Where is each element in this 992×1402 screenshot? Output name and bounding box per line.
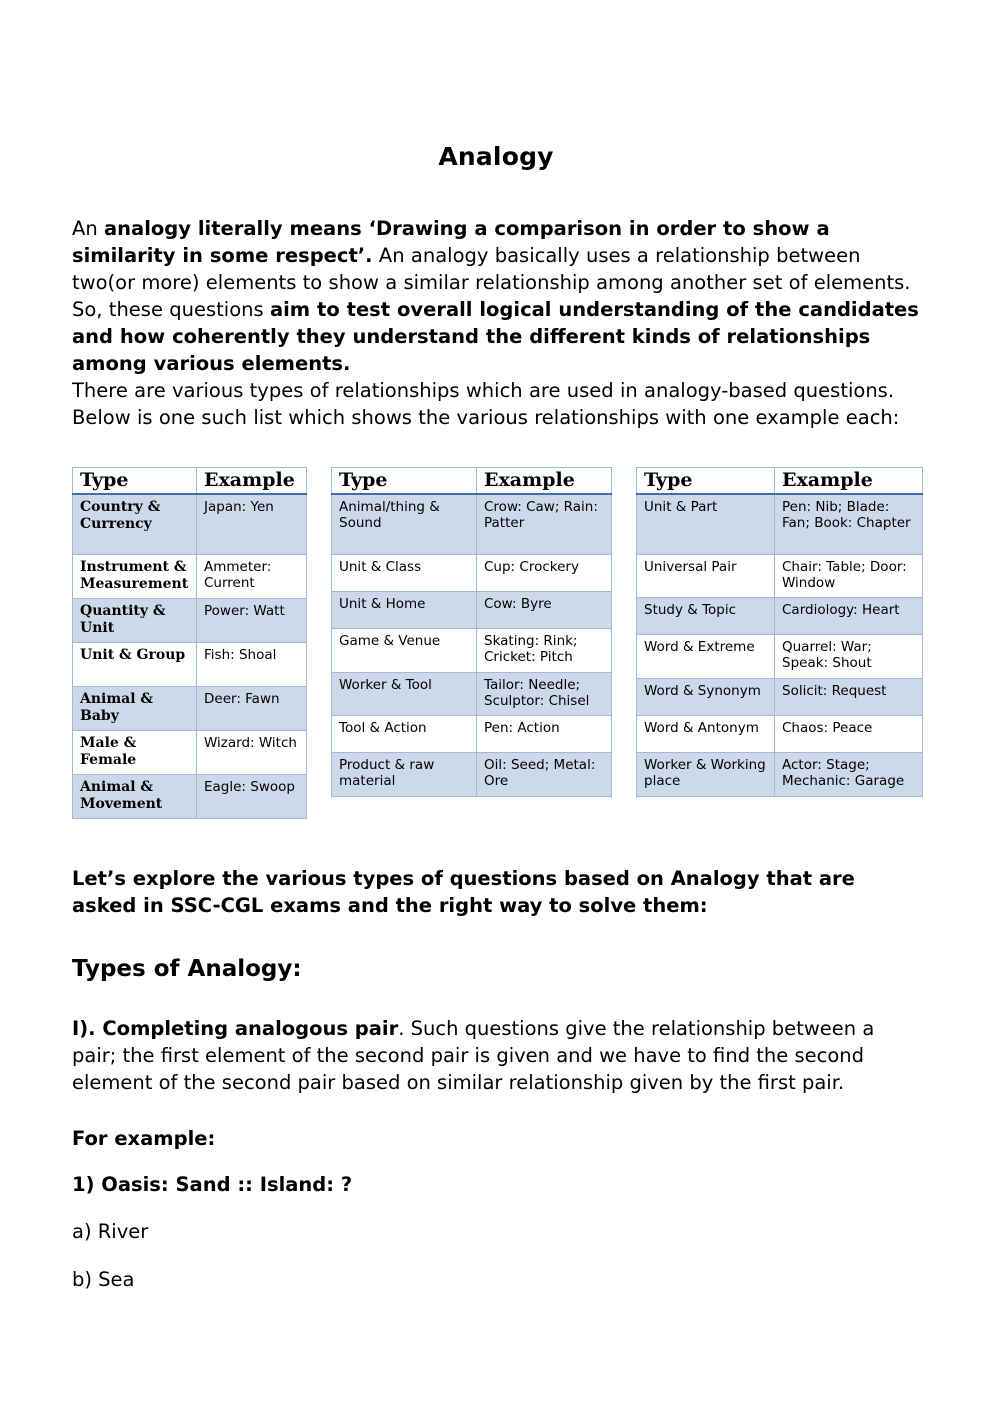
- table-row: Word & Extreme Quarrel: War; Speak: Shou…: [636, 633, 923, 679]
- type-one-body: . Such questions give the relationship b…: [72, 1016, 875, 1094]
- question-text: 1) Oasis: Sand :: Island: ?: [72, 1173, 353, 1196]
- table-row: Game & Venue Skating: Rink; Cricket: Pit…: [331, 627, 612, 673]
- table-row: Quantity & Unit Power: Watt: [72, 597, 307, 643]
- table-row: Worker & Tool Tailor: Needle; Sculptor: …: [331, 671, 612, 716]
- intro-run-1: An: [72, 216, 104, 240]
- cell-type: Male & Female: [72, 729, 197, 775]
- cell-example: Fish: Shoal: [196, 641, 307, 687]
- cell-type: Worker & Tool: [331, 671, 477, 716]
- cell-example: Quarrel: War; Speak: Shout: [774, 633, 923, 679]
- cell-type: Game & Venue: [331, 627, 477, 673]
- page-title: Analogy: [438, 142, 554, 171]
- cell-type: Animal/thing & Sound: [331, 493, 477, 555]
- cell-example: Cow: Byre: [476, 590, 612, 629]
- column-header-type: Type: [331, 466, 477, 495]
- cell-type: Instrument & Measurement: [72, 553, 197, 599]
- column-header-type: Type: [636, 466, 775, 495]
- table-row: Unit & Class Cup: Crockery: [331, 553, 612, 592]
- cell-type: Word & Extreme: [636, 633, 775, 679]
- table-row: Instrument & Measurement Ammeter: Curren…: [72, 553, 307, 599]
- section-heading-types-of-analogy: Types of Analogy:: [72, 955, 302, 982]
- table-header-row: Type Example: [331, 466, 612, 495]
- cell-example: Power: Watt: [196, 597, 307, 643]
- table-row: Male & Female Wizard: Witch: [72, 729, 307, 775]
- second-paragraph: There are various types of relationships…: [72, 378, 900, 429]
- option-b: b) Sea: [72, 1267, 135, 1291]
- type-one-label: I). Completing analogous pair: [72, 1016, 399, 1040]
- cell-type: Unit & Class: [331, 553, 477, 592]
- cell-type: Word & Synonym: [636, 677, 775, 716]
- table-row: Unit & Home Cow: Byre: [331, 590, 612, 629]
- option-a: a) River: [72, 1219, 149, 1243]
- table-row: Worker & Working place Actor: Stage; Mec…: [636, 751, 923, 797]
- for-example-heading: For example:: [72, 1126, 216, 1150]
- cell-example: Deer: Fawn: [196, 685, 307, 731]
- table-row: Animal & Baby Deer: Fawn: [72, 685, 307, 731]
- cell-type: Word & Antonym: [636, 714, 775, 753]
- table-row: Product & raw material Oil: Seed; Metal:…: [331, 751, 612, 797]
- cell-example: Solicit: Request: [774, 677, 923, 716]
- relationship-table-2: Type Example Animal/thing & Sound Crow: …: [331, 466, 612, 797]
- cell-type: Animal & Movement: [72, 773, 197, 819]
- table-row: Country & Currency Japan: Yen: [72, 493, 307, 555]
- table-row: Unit & Group Fish: Shoal: [72, 641, 307, 687]
- intro-paragraph: An analogy literally means ‘Drawing a co…: [72, 215, 920, 377]
- relationship-table-1: Type Example Country & Currency Japan: Y…: [72, 466, 307, 819]
- cell-example: Tailor: Needle; Sculptor: Chisel: [476, 671, 612, 716]
- cell-type: Universal Pair: [636, 553, 775, 598]
- relationship-table-3: Type Example Unit & Part Pen: Nib; Blade…: [636, 466, 923, 797]
- intro-run-4-bold: aim to test overall logical understandin…: [72, 297, 919, 375]
- cell-example: Eagle: Swoop: [196, 773, 307, 819]
- cell-type: Unit & Part: [636, 493, 775, 555]
- table-row: Animal/thing & Sound Crow: Caw; Rain: Pa…: [331, 493, 612, 555]
- cell-type: Unit & Group: [72, 641, 197, 687]
- column-header-example: Example: [196, 466, 307, 495]
- cell-example: Cup: Crockery: [476, 553, 612, 592]
- table-row: Unit & Part Pen: Nib; Blade: Fan; Book: …: [636, 493, 923, 555]
- table-row: Animal & Movement Eagle: Swoop: [72, 773, 307, 819]
- cell-example: Oil: Seed; Metal: Ore: [476, 751, 612, 797]
- cell-example: Chair: Table; Door: Window: [774, 553, 923, 598]
- table-row: Word & Synonym Solicit: Request: [636, 677, 923, 716]
- cell-example: Skating: Rink; Cricket: Pitch: [476, 627, 612, 673]
- cell-type: Unit & Home: [331, 590, 477, 629]
- cell-example: Pen: Action: [476, 714, 612, 753]
- cell-example: Wizard: Witch: [196, 729, 307, 775]
- intro-run-2-bold: analogy literally means ‘Drawing a compa…: [72, 216, 830, 267]
- table-header-row: Type Example: [72, 466, 307, 495]
- relationship-tables-group: Type Example Country & Currency Japan: Y…: [72, 466, 923, 819]
- cell-example: Crow: Caw; Rain: Patter: [476, 493, 612, 555]
- column-header-example: Example: [774, 466, 923, 495]
- cell-type: Country & Currency: [72, 493, 197, 555]
- table-header-row: Type Example: [636, 466, 923, 495]
- table-row: Universal Pair Chair: Table; Door: Windo…: [636, 553, 923, 598]
- cell-example: Pen: Nib; Blade: Fan; Book: Chapter: [774, 493, 923, 555]
- intro-run-3: An analogy basically uses a relationship…: [72, 243, 911, 321]
- cell-type: Worker & Working place: [636, 751, 775, 797]
- column-header-type: Type: [72, 466, 197, 495]
- cell-example: Chaos: Peace: [774, 714, 923, 753]
- table-row: Study & Topic Cardiology: Heart: [636, 596, 923, 635]
- table-row: Tool & Action Pen: Action: [331, 714, 612, 753]
- cell-example: Actor: Stage; Mechanic: Garage: [774, 751, 923, 797]
- column-header-example: Example: [476, 466, 612, 495]
- cell-example: Ammeter: Current: [196, 553, 307, 599]
- cell-type: Tool & Action: [331, 714, 477, 753]
- cell-example: Japan: Yen: [196, 493, 307, 555]
- cell-type: Study & Topic: [636, 596, 775, 635]
- cell-type: Animal & Baby: [72, 685, 197, 731]
- cell-example: Cardiology: Heart: [774, 596, 923, 635]
- document-content: Analogy An analogy literally means ‘Draw…: [72, 0, 923, 1312]
- type-one-paragraph: I). Completing analogous pair. Such ques…: [72, 1015, 920, 1096]
- cell-type: Product & raw material: [331, 751, 477, 797]
- explore-paragraph: Let’s explore the various types of quest…: [72, 866, 855, 917]
- table-row: Word & Antonym Chaos: Peace: [636, 714, 923, 753]
- cell-type: Quantity & Unit: [72, 597, 197, 643]
